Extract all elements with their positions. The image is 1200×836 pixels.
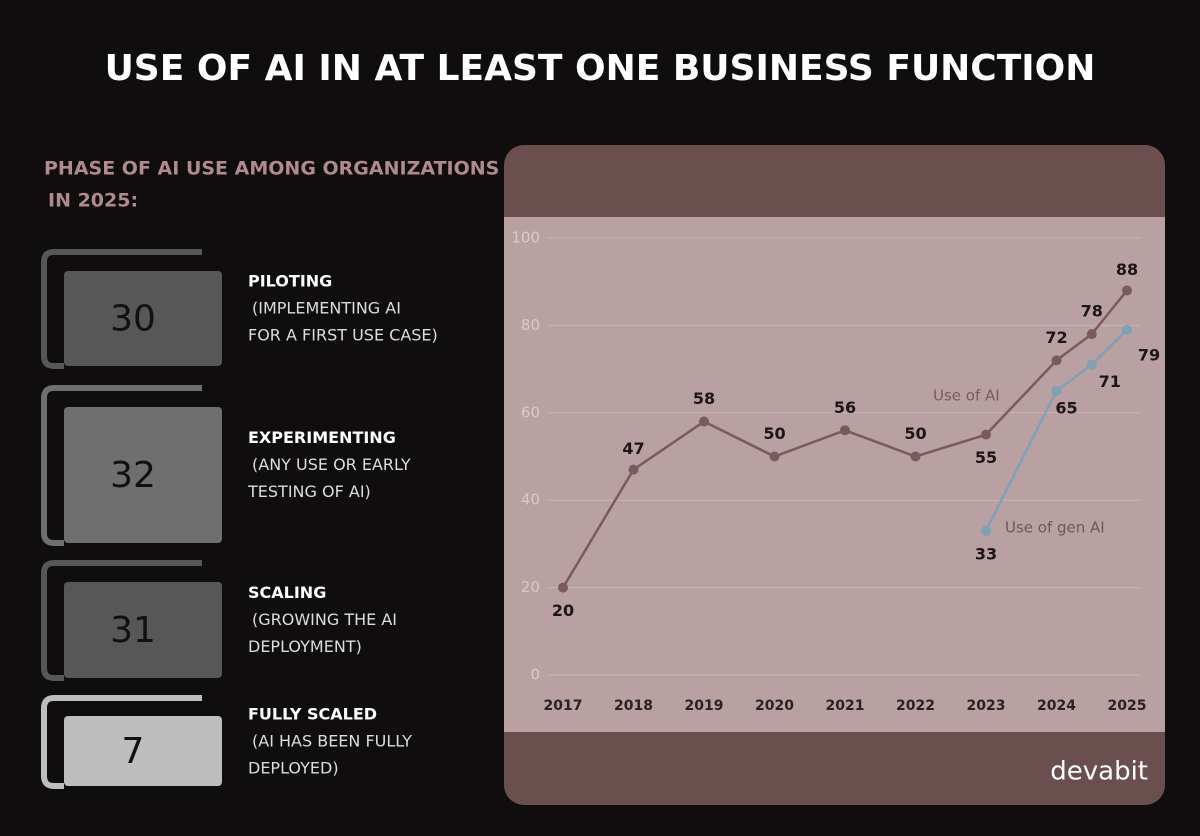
phase-description: TESTING OF AI) bbox=[247, 482, 371, 501]
phase-name: PILOTING bbox=[248, 272, 332, 291]
phase-value: 7 bbox=[122, 731, 145, 772]
y-tick-label: 20 bbox=[521, 578, 540, 596]
phase-description: DEPLOYED) bbox=[248, 759, 339, 778]
data-point bbox=[1051, 355, 1062, 366]
x-tick-label: 2022 bbox=[896, 698, 935, 714]
data-point bbox=[1122, 324, 1132, 335]
data-point bbox=[910, 451, 921, 462]
data-label: 56 bbox=[834, 398, 856, 417]
phase-description: FOR A FIRST USE CASE) bbox=[248, 326, 438, 345]
data-label: 58 bbox=[693, 389, 715, 408]
data-label: 20 bbox=[552, 601, 574, 620]
phase-value: 30 bbox=[110, 299, 156, 340]
y-tick-label: 40 bbox=[521, 491, 540, 509]
y-tick-label: 100 bbox=[511, 229, 540, 247]
data-point bbox=[699, 416, 709, 427]
panel-heading: PHASE OF AI USE AMONG ORGANIZATIONS bbox=[44, 158, 499, 180]
y-tick-label: 0 bbox=[530, 666, 540, 684]
x-tick-label: 2017 bbox=[544, 698, 583, 714]
data-point bbox=[1086, 359, 1097, 370]
phase-description: (GROWING THE AI bbox=[252, 610, 397, 629]
phase-value: 31 bbox=[110, 610, 156, 651]
series-line bbox=[984, 328, 1128, 532]
data-point bbox=[1122, 285, 1132, 296]
box-frame bbox=[41, 560, 202, 681]
phase-name: EXPERIMENTING bbox=[248, 428, 396, 447]
phase-description: DEPLOYMENT) bbox=[248, 637, 362, 656]
data-point bbox=[558, 582, 568, 593]
phase-description: (AI HAS BEEN FULLY bbox=[252, 732, 412, 751]
box-frame bbox=[41, 249, 202, 369]
series-label: Use of gen AI bbox=[1005, 519, 1105, 537]
x-tick-label: 2020 bbox=[755, 698, 794, 714]
data-label: 47 bbox=[622, 439, 644, 458]
title: USE OF AI IN AT LEAST ONE BUSINESS FUNCT… bbox=[105, 48, 1096, 89]
phase-description: (ANY USE OR EARLY bbox=[252, 455, 411, 474]
x-tick-label: 2024 bbox=[1037, 698, 1076, 714]
phase-box bbox=[64, 407, 222, 543]
data-label: 65 bbox=[1055, 398, 1077, 417]
data-point bbox=[1086, 329, 1097, 340]
series-label: Use of AI bbox=[933, 387, 1000, 405]
phase-box bbox=[64, 716, 222, 786]
y-tick-label: 60 bbox=[521, 403, 540, 421]
brand: devabit bbox=[1050, 757, 1148, 787]
x-tick-label: 2018 bbox=[614, 698, 653, 714]
phase-name: SCALING bbox=[248, 583, 326, 602]
data-label: 33 bbox=[975, 544, 997, 563]
x-tick-label: 2023 bbox=[967, 698, 1006, 714]
x-tick-label: 2025 bbox=[1108, 698, 1147, 714]
phase-value: 32 bbox=[110, 455, 156, 496]
phase-name: FULLY SCALED bbox=[248, 705, 377, 724]
y-tick-label: 80 bbox=[521, 316, 540, 334]
data-point bbox=[628, 464, 639, 475]
box-frame bbox=[41, 695, 202, 789]
data-point bbox=[981, 429, 991, 440]
data-point bbox=[1051, 385, 1062, 396]
data-point bbox=[769, 451, 780, 462]
plot-background bbox=[504, 217, 1165, 732]
box-frame bbox=[41, 385, 202, 546]
data-label: 50 bbox=[763, 424, 785, 443]
phase-description: (IMPLEMENTING AI bbox=[252, 299, 401, 318]
data-label: 78 bbox=[1081, 302, 1103, 321]
data-label: 88 bbox=[1116, 260, 1138, 279]
x-tick-label: 2021 bbox=[826, 698, 865, 714]
data-point bbox=[981, 525, 991, 536]
data-label: 79 bbox=[1138, 345, 1160, 364]
data-label: 71 bbox=[1099, 372, 1121, 391]
data-point bbox=[840, 425, 850, 436]
phase-box bbox=[64, 271, 222, 366]
phase-box bbox=[64, 582, 222, 678]
series-line bbox=[561, 289, 1128, 589]
panel-heading: IN 2025: bbox=[48, 190, 138, 212]
data-label: 50 bbox=[904, 424, 926, 443]
data-label: 72 bbox=[1045, 328, 1067, 347]
data-label: 55 bbox=[975, 448, 997, 467]
x-tick-label: 2019 bbox=[685, 698, 724, 714]
